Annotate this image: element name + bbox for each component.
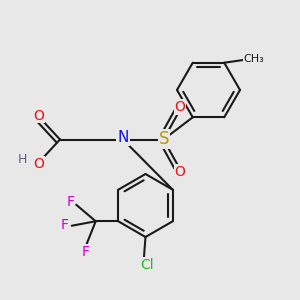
Text: F: F [66,195,74,209]
Text: Cl: Cl [140,258,154,272]
Text: S: S [159,130,169,148]
Text: N: N [117,130,129,146]
Text: F: F [81,245,89,259]
Text: O: O [34,109,44,122]
Text: F: F [60,218,68,232]
Text: O: O [34,157,44,170]
Text: H: H [18,153,27,166]
Text: CH₃: CH₃ [243,54,264,64]
Text: O: O [175,100,185,114]
Text: O: O [175,165,185,179]
